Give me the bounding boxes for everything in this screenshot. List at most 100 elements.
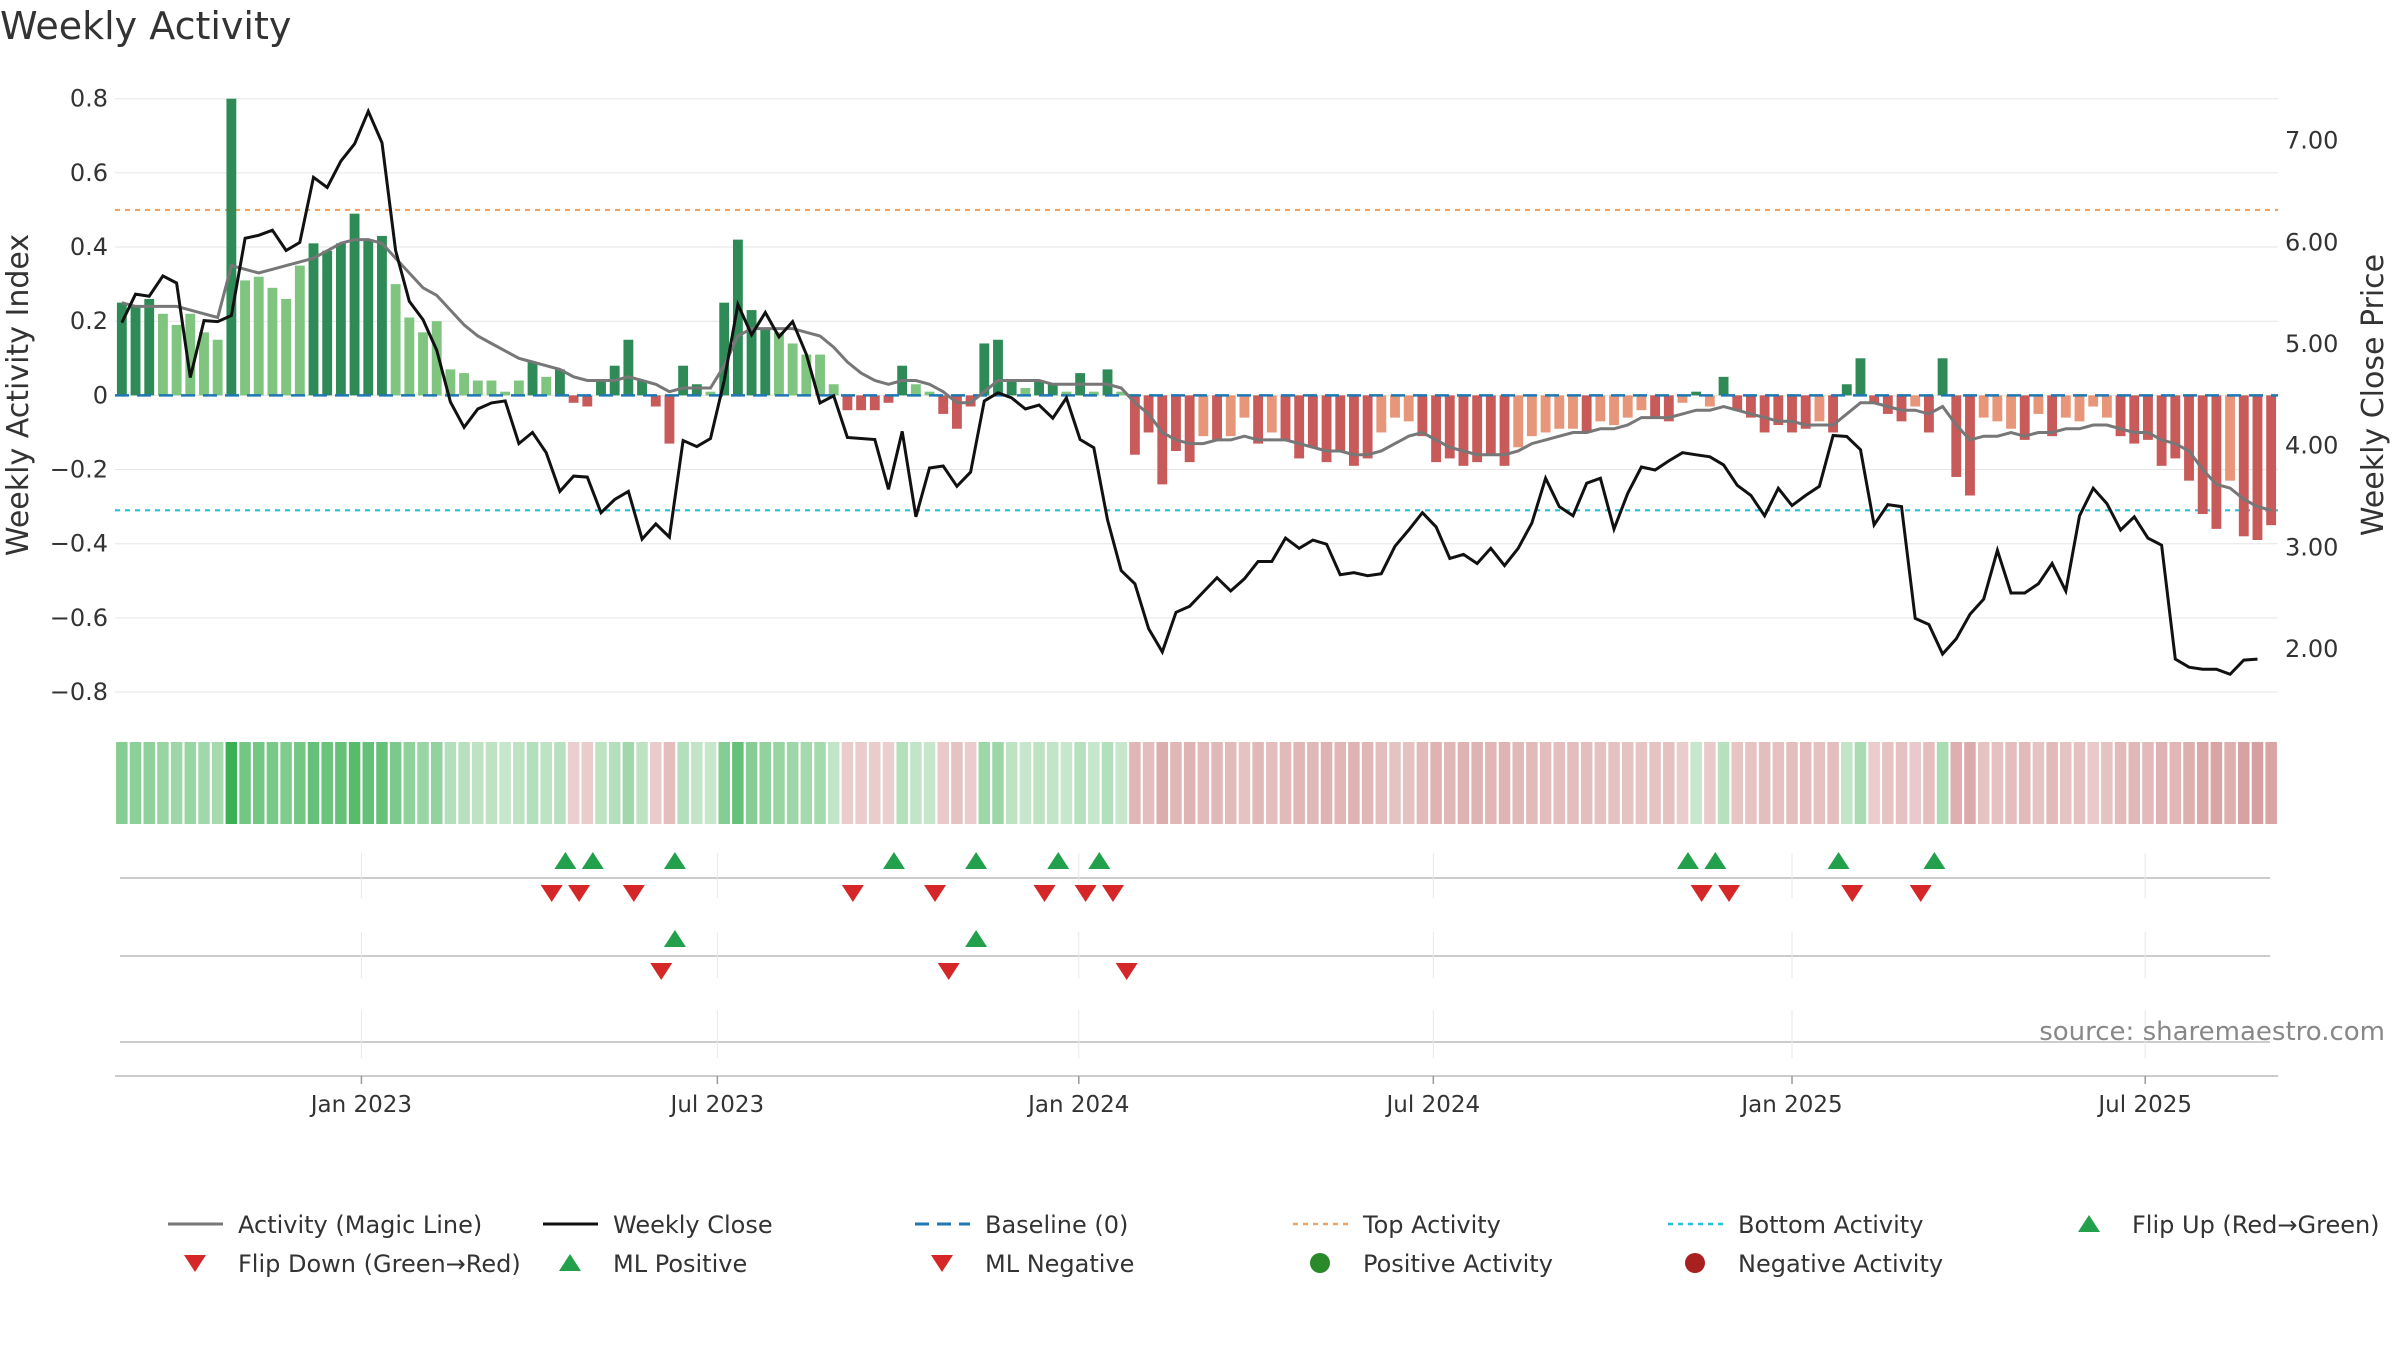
activity-bar — [568, 395, 579, 403]
activity-bar — [2238, 395, 2249, 537]
heat-cell — [1745, 742, 1757, 824]
heat-cell — [1539, 742, 1552, 824]
heat-cell — [280, 742, 292, 824]
activity-bar — [1882, 395, 1893, 414]
flip-up-marker — [1088, 852, 1111, 869]
heat-cell — [1608, 742, 1620, 824]
heat-cell — [1923, 742, 1935, 824]
heat-cell — [513, 742, 525, 824]
heat-cell — [1444, 742, 1456, 824]
lines-layer — [115, 107, 2278, 677]
heat-cell — [266, 742, 279, 824]
activity-bar — [1841, 384, 1852, 396]
heat-cell — [1375, 742, 1388, 824]
activity-bar — [582, 395, 593, 407]
heat-cell — [1895, 742, 1908, 824]
heat-cell — [554, 742, 566, 824]
activity-bar — [322, 250, 333, 396]
activity-bar — [1376, 395, 1387, 433]
heat-cell — [1293, 742, 1305, 824]
heat-cell — [2032, 742, 2045, 824]
activity-bar — [171, 324, 182, 396]
activity-bar — [294, 265, 305, 396]
activity-bar — [801, 354, 812, 396]
heat-cell — [526, 742, 539, 824]
activity-bar — [1718, 376, 1729, 396]
heat-cell — [910, 742, 922, 824]
heat-cell — [1649, 742, 1661, 824]
heat-cell — [978, 742, 991, 824]
heat-cell — [663, 742, 676, 824]
heat-cell — [923, 742, 936, 824]
activity-bar — [1417, 395, 1428, 437]
activity-bar — [883, 395, 894, 403]
flip-up-marker — [882, 852, 905, 869]
y-tick-label: 0.4 — [70, 233, 108, 261]
legend-item: Weekly Close — [543, 1211, 773, 1239]
heat-cell — [1717, 742, 1730, 824]
heat-cell — [1786, 742, 1798, 824]
legend-item: Bottom Activity — [1668, 1211, 1923, 1239]
activity-bar — [1540, 395, 1551, 433]
heat-cell — [1621, 742, 1634, 824]
legend-swatch — [1685, 1253, 1705, 1273]
heat-cell — [595, 742, 607, 824]
heat-cell — [143, 742, 155, 824]
activity-bar — [2060, 395, 2071, 418]
heat-cell — [116, 742, 128, 824]
chart-title: Weekly Activity — [0, 4, 292, 48]
heat-cell — [869, 742, 881, 824]
legend-item: ML Positive — [559, 1250, 747, 1278]
heat-cell — [157, 742, 169, 824]
flip-down-marker — [1909, 885, 1932, 902]
legend-swatch — [1310, 1253, 1330, 1273]
heat-cell — [800, 742, 813, 824]
flip-up-marker — [663, 852, 686, 869]
activity-bar — [390, 284, 401, 396]
activity-bar — [404, 317, 415, 396]
activity-bar — [650, 395, 661, 407]
activity-bar — [951, 395, 962, 429]
ml-negative-marker — [1115, 963, 1138, 980]
legend-label: Positive Activity — [1363, 1250, 1553, 1278]
legend-label: Weekly Close — [613, 1211, 773, 1239]
ml-positive-marker — [965, 930, 988, 947]
heat-cell — [1033, 742, 1045, 824]
activity-bar — [2143, 395, 2153, 440]
activity-bar — [1499, 395, 1510, 466]
activity-bar — [1020, 387, 1031, 396]
flip-down-marker — [1033, 885, 1056, 902]
activity-bar — [500, 391, 511, 396]
activity-bar — [637, 380, 647, 396]
activity-bar — [1704, 395, 1715, 407]
activity-bar — [253, 276, 264, 396]
heat-cell — [2087, 742, 2099, 824]
activity-bars — [116, 98, 2277, 540]
heat-cell — [2142, 742, 2154, 824]
activity-bar — [377, 235, 387, 396]
y2-tick-label: 7.00 — [2285, 127, 2338, 155]
activity-bar — [1951, 395, 1962, 477]
activity-bar — [116, 302, 127, 396]
heat-cell — [1279, 742, 1292, 824]
heat-cell — [540, 742, 552, 824]
activity-bar — [2170, 395, 2181, 459]
heat-cell — [403, 742, 416, 824]
legend-label: Bottom Activity — [1738, 1211, 1923, 1239]
activity-bar — [2101, 395, 2112, 418]
activity-bar — [1869, 395, 1880, 403]
activity-bar — [1047, 384, 1058, 396]
heat-cell — [732, 742, 744, 824]
y-tick-label: 0 — [93, 381, 108, 409]
heat-cell — [362, 742, 375, 824]
activity-bar — [335, 243, 346, 396]
heat-cell — [1567, 742, 1579, 824]
activity-bar — [1581, 395, 1592, 433]
heat-cell — [1402, 742, 1415, 824]
activity-bar — [1965, 395, 1975, 496]
activity-bar — [281, 298, 292, 396]
heat-cell — [170, 742, 183, 824]
heat-cell — [2210, 742, 2223, 824]
ml-positive-marker — [663, 930, 686, 947]
heat-cell — [1334, 742, 1346, 824]
